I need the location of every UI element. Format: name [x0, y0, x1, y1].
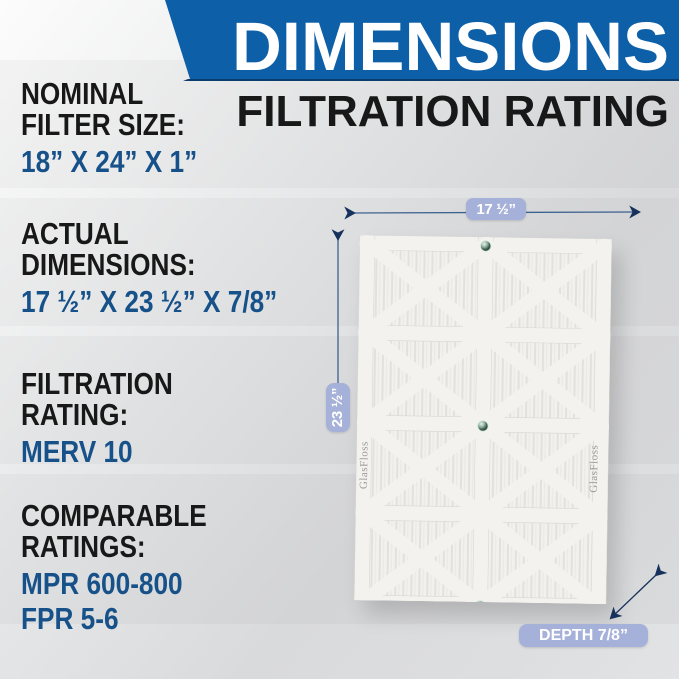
svg-text:GlasFloss: GlasFloss — [358, 441, 371, 489]
svg-text:GlasFloss: GlasFloss — [588, 445, 601, 493]
